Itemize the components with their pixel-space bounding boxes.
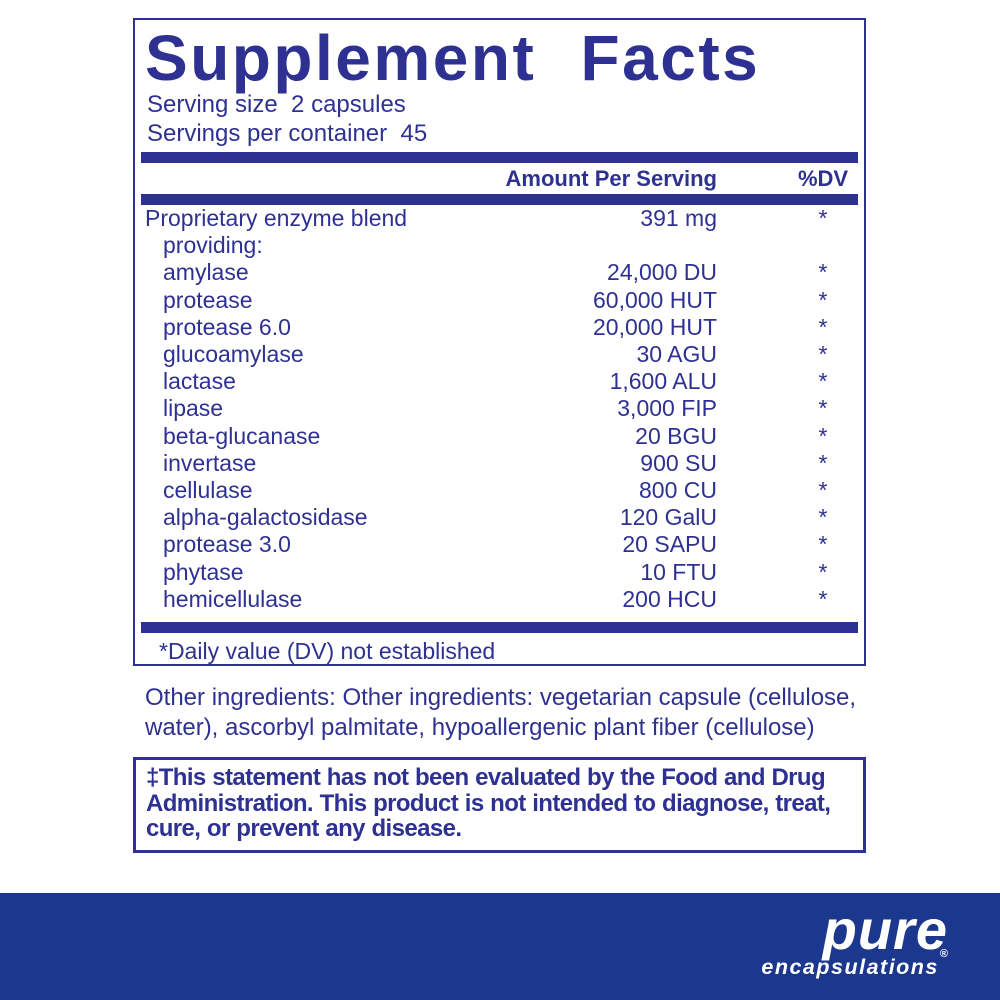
ingredient-amount: 1,600 ALU	[609, 368, 717, 395]
ingredient-dv: *	[818, 205, 828, 232]
dv-footnote: *Daily value (DV) not established	[159, 637, 496, 664]
ingredient-dv: *	[818, 313, 828, 340]
ingredient-amount: 900 SU	[640, 449, 717, 476]
ingredient-dv: *	[818, 449, 828, 476]
ingredient-dv: *	[818, 558, 828, 585]
ingredient-dv: *	[818, 504, 828, 531]
ingredient-dv: *	[818, 368, 828, 395]
ingredient-amount: 60,000 HUT	[592, 286, 717, 313]
fda-disclaimer-text: ‡This statement has not been evaluated b…	[146, 764, 831, 842]
ingredient-name: hemicellulase	[163, 585, 303, 612]
ingredient-amount: 30 AGU	[636, 341, 717, 368]
table-row: cellulase 800 CU *	[135, 477, 864, 504]
ingredient-name: invertase	[163, 449, 257, 476]
table-row: glucoamylase 30 AGU *	[135, 341, 864, 368]
brand-name-text: pure	[822, 898, 948, 961]
amount-per-serving-header: Amount Per Serving	[505, 165, 717, 191]
divider-bar-top	[141, 152, 858, 163]
brand-subname-row: encapsulations ®	[761, 949, 948, 980]
ingredient-name: lipase	[163, 395, 224, 422]
serving-size-line: Serving size 2 capsules	[147, 91, 406, 118]
brand-band: pure encapsulations ®	[0, 893, 1000, 1000]
ingredient-name: protease 6.0	[163, 313, 291, 340]
table-row: alpha-galactosidase 120 GalU *	[135, 504, 864, 531]
brand-subname-text: encapsulations	[761, 955, 939, 979]
table-row: amylase 24,000 DU *	[135, 259, 864, 286]
ingredient-amount: 20 BGU	[635, 422, 717, 449]
ingredient-dv: *	[818, 286, 828, 313]
panel-title: Supplement Facts	[145, 22, 761, 94]
ingredient-dv: *	[818, 531, 828, 558]
table-row: providing:	[135, 232, 864, 259]
ingredient-name: beta-glucanase	[163, 422, 321, 449]
pure-encapsulations-logo: pure encapsulations ®	[761, 898, 948, 980]
ingredient-amount: 20,000 HUT	[592, 313, 717, 340]
ingredient-dv: *	[818, 422, 828, 449]
divider-bar-header	[141, 194, 858, 205]
ingredient-amount: 800 CU	[639, 476, 717, 503]
ingredient-amount: 391 mg	[640, 205, 717, 232]
other-ingredients-text: Other ingredients: Other ingredients: ve…	[145, 684, 857, 741]
ingredient-amount: 200 HCU	[622, 585, 717, 612]
ingredient-table: Proprietary enzyme blend 391 mg * provid…	[135, 205, 864, 613]
table-row: beta-glucanase 20 BGU *	[135, 423, 864, 450]
ingredient-amount: 120 GalU	[619, 504, 717, 531]
ingredient-dv: *	[818, 341, 828, 368]
table-row: protease 6.0 20,000 HUT *	[135, 314, 864, 341]
table-row: lipase 3,000 FIP *	[135, 395, 864, 422]
ingredient-name: Proprietary enzyme blend	[145, 205, 408, 232]
divider-bar-bottom	[141, 621, 858, 633]
ingredient-amount: 10 FTU	[640, 558, 717, 585]
ingredient-amount: 3,000 FIP	[617, 395, 717, 422]
ingredient-dv: *	[818, 476, 828, 503]
table-row: protease 3.0 20 SAPU *	[135, 531, 864, 558]
ingredient-name: protease 3.0	[163, 531, 291, 558]
ingredient-name: alpha-galactosidase	[163, 504, 368, 531]
ingredient-name: amylase	[163, 259, 249, 286]
ingredient-dv: *	[818, 585, 828, 612]
table-row: hemicellulase 200 HCU *	[135, 586, 864, 613]
ingredient-name: protease	[163, 286, 253, 313]
ingredient-name: glucoamylase	[163, 341, 304, 368]
fda-disclaimer-box: ‡This statement has not been evaluated b…	[133, 757, 866, 853]
supplement-facts-panel: Supplement Facts Serving size 2 capsules…	[133, 18, 866, 666]
table-row: Proprietary enzyme blend 391 mg *	[135, 205, 864, 232]
servings-per-container-line: Servings per container 45	[147, 120, 428, 147]
ingredient-amount: 24,000 DU	[607, 259, 717, 286]
table-header-row: Amount Per Serving %DV	[135, 163, 864, 194]
percent-dv-header: %DV	[797, 165, 849, 191]
ingredient-amount: 20 SAPU	[622, 531, 717, 558]
table-row: lactase 1,600 ALU *	[135, 368, 864, 395]
ingredient-name: cellulase	[163, 476, 253, 503]
table-row: protease 60,000 HUT *	[135, 287, 864, 314]
ingredient-name: providing:	[163, 232, 263, 259]
table-row: phytase 10 FTU *	[135, 558, 864, 585]
ingredient-name: lactase	[163, 368, 236, 395]
registered-trademark-icon: ®	[939, 948, 948, 960]
ingredient-dv: *	[818, 259, 828, 286]
ingredient-dv: *	[818, 395, 828, 422]
ingredient-name: phytase	[163, 558, 244, 585]
table-row: invertase 900 SU *	[135, 450, 864, 477]
